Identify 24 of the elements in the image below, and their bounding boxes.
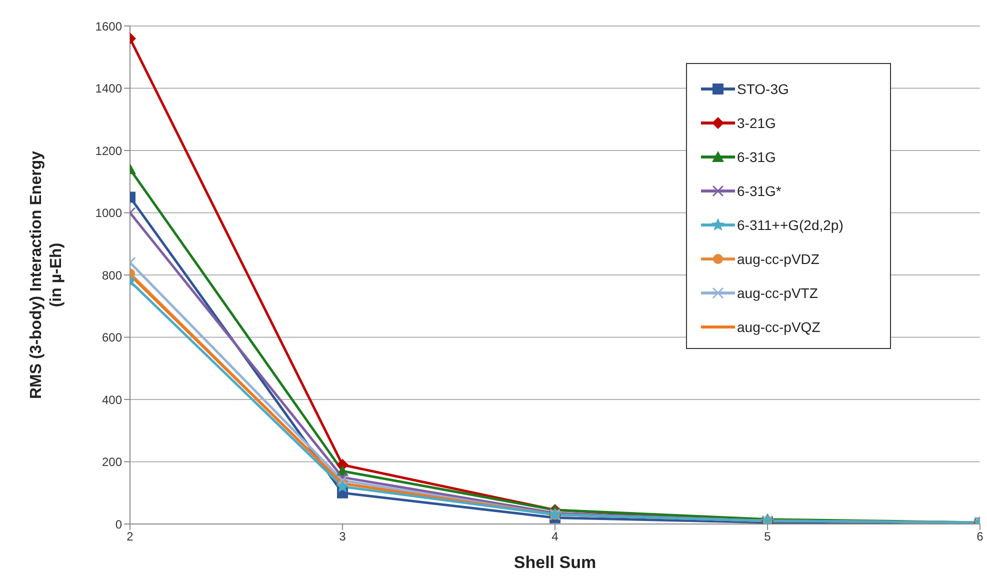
legend-label: 6-311++G(2d,2p) bbox=[737, 217, 844, 233]
legend-label: 3-21G bbox=[737, 115, 776, 131]
legend-label: aug-cc-pVDZ bbox=[737, 251, 820, 267]
y-tick-label: 800 bbox=[102, 268, 122, 282]
x-tick-label: 5 bbox=[764, 530, 772, 544]
x-tick-label: 4 bbox=[552, 530, 559, 544]
y-tick-label: 600 bbox=[102, 330, 122, 345]
y-tick-label: 1200 bbox=[95, 144, 122, 158]
legend-label: aug-cc-pVQZ bbox=[737, 319, 820, 335]
legend-label: 6-31G bbox=[737, 149, 776, 165]
legend-label: STO-3G bbox=[737, 81, 789, 97]
y-tick-label: 200 bbox=[102, 455, 122, 470]
y-tick-label: 0 bbox=[115, 517, 122, 532]
y-tick-label: 1000 bbox=[95, 206, 122, 220]
x-axis-title: Shell Sum bbox=[514, 553, 596, 572]
y-axis-title: RMS (3-body) Interaction Energy (in µ-Eh) bbox=[28, 150, 65, 400]
x-tick-label: 6 bbox=[976, 530, 984, 544]
y-tick-label: 1600 bbox=[95, 19, 122, 34]
y-tick-label: 400 bbox=[102, 392, 122, 407]
legend-label: 6-31G* bbox=[737, 183, 782, 199]
y-tick-label: 1400 bbox=[95, 82, 122, 96]
x-tick-label: 3 bbox=[339, 530, 346, 544]
legend-label: aug-cc-pVTZ bbox=[737, 285, 818, 301]
x-tick-label: 2 bbox=[126, 530, 134, 544]
